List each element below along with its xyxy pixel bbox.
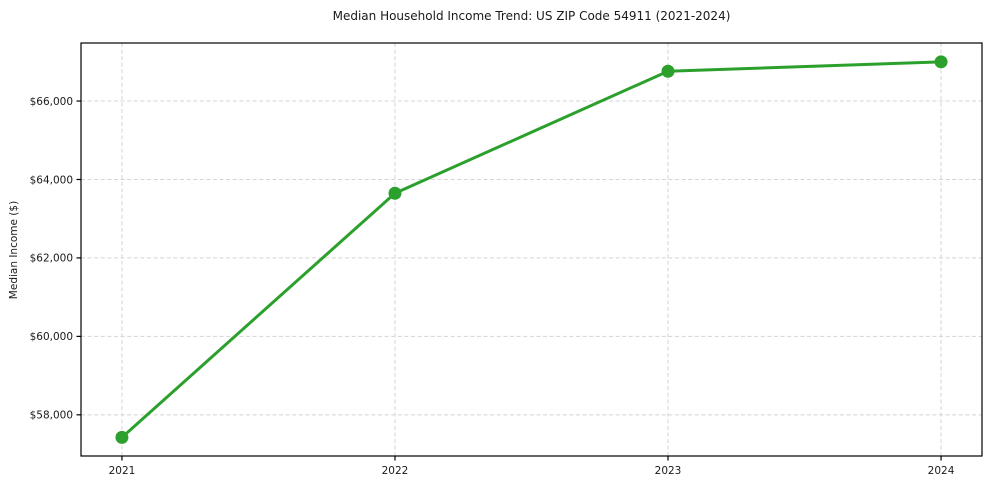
data-point [661,64,675,78]
y-tick-label: $66,000 [30,96,73,108]
x-tick-label: 2023 [655,465,682,477]
data-point [388,186,402,200]
y-tick-label: $60,000 [30,331,73,343]
data-point [934,55,948,69]
y-tick-label: $58,000 [30,410,73,422]
x-tick-label: 2021 [109,465,136,477]
x-tick-label: 2024 [928,465,955,477]
plot-border [80,42,983,457]
x-tick-label: 2022 [382,465,409,477]
chart-title: Median Household Income Trend: US ZIP Co… [332,9,731,23]
data-point [115,430,129,444]
trend-line [120,60,943,439]
y-tick-label: $64,000 [30,174,73,186]
y-tick-label: $62,000 [30,253,73,265]
